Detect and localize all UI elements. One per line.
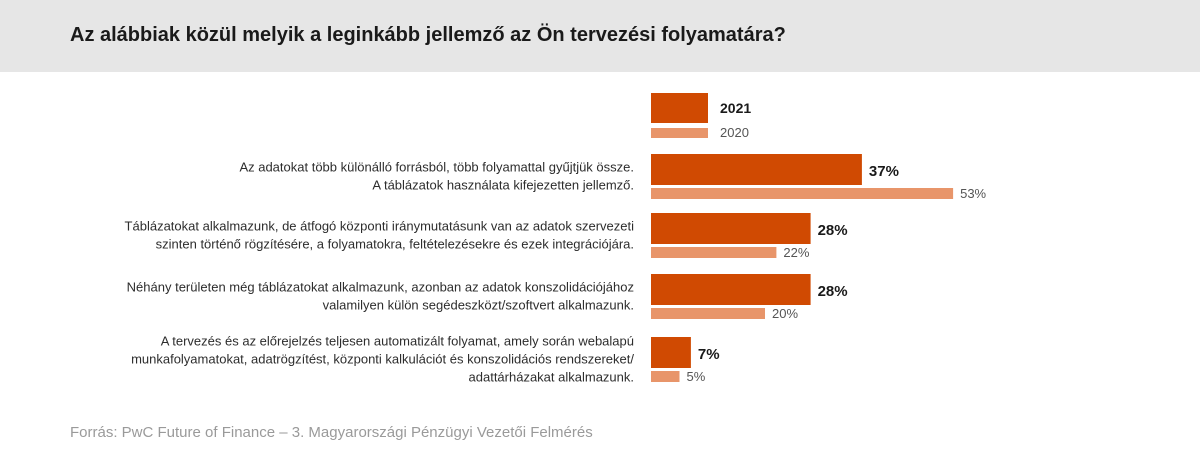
- bar-2021: [651, 213, 811, 244]
- legend-swatch-2021: [651, 93, 708, 123]
- value-label-2021: 28%: [818, 283, 848, 300]
- value-label-2021: 7%: [698, 346, 720, 363]
- legend-label-2021: 2021: [720, 100, 751, 116]
- category-label: valamilyen külön segédeszközt/szoftvert …: [323, 298, 634, 313]
- source-note: Forrás: PwC Future of Finance – 3. Magya…: [70, 424, 593, 441]
- category-label: Táblázatokat alkalmazunk, de átfogó közp…: [125, 219, 635, 234]
- category-label: Néhány területen még táblázatokat alkalm…: [127, 280, 634, 295]
- category-label: Az adatokat több különálló forrásból, tö…: [239, 160, 634, 175]
- value-label-2020: 5%: [687, 369, 706, 384]
- bar-2020: [651, 188, 954, 199]
- category-label: adattárházakat alkalmazunk.: [469, 370, 634, 385]
- category-label: A tervezés és az előrejelzés teljesen au…: [161, 334, 634, 349]
- header-band: Az alábbiak közül melyik a leginkább jel…: [0, 0, 1200, 72]
- bar-chart: 2021 2020 37% 53% Az adatokat több különálló…: [125, 93, 987, 385]
- bar-2021: [651, 154, 862, 185]
- bar-2020: [651, 247, 777, 258]
- chart-title: Az alábbiak közül melyik a leginkább jel…: [70, 24, 786, 46]
- value-label-2021: 28%: [818, 222, 848, 239]
- bar-2020: [651, 371, 680, 382]
- value-label-2021: 37%: [869, 163, 899, 180]
- bar-2021: [651, 337, 691, 368]
- category-label: munkafolyamatokat, adatrögzítést, közpon…: [131, 352, 634, 367]
- legend-swatch-2020: [651, 128, 708, 138]
- value-label-2020: 20%: [772, 306, 798, 321]
- value-label-2020: 22%: [783, 245, 809, 260]
- bar-2021: [651, 274, 811, 305]
- bar-2020: [651, 308, 765, 319]
- legend-label-2020: 2020: [720, 125, 749, 140]
- value-label-2020: 53%: [960, 186, 986, 201]
- category-label: A táblázatok használata kifejezetten jel…: [372, 178, 634, 193]
- category-label: szinten történő rögzítésére, a folyamato…: [156, 237, 634, 252]
